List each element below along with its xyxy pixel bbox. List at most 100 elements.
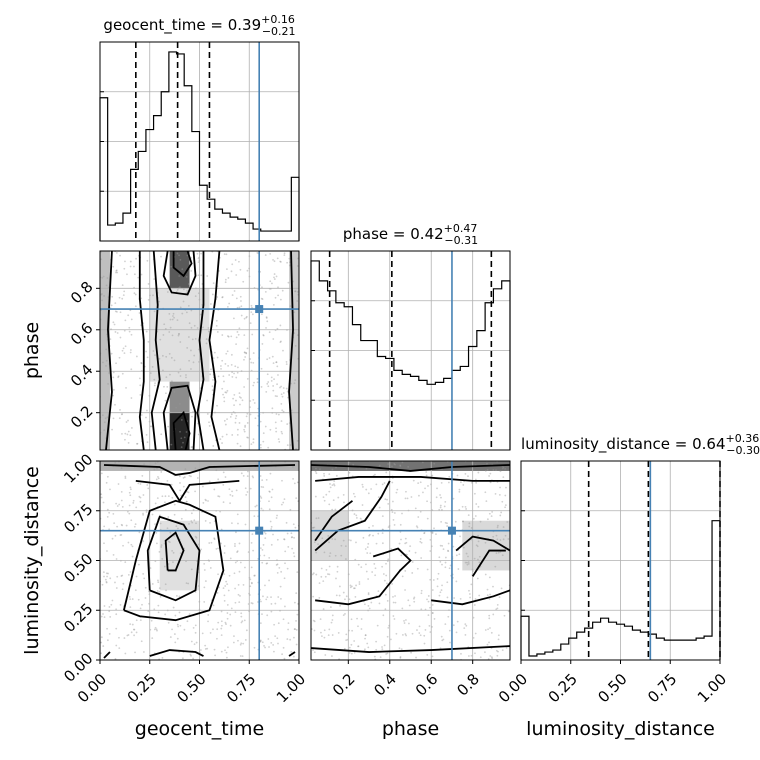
sample-point	[476, 577, 479, 580]
sample-point	[268, 331, 271, 334]
panel-content	[100, 251, 299, 450]
contour-line	[162, 251, 197, 296]
sample-point	[374, 567, 377, 570]
sample-point	[353, 587, 356, 590]
sample-point	[215, 324, 218, 327]
sample-point	[240, 615, 243, 618]
sample-point	[197, 543, 200, 546]
sample-point	[421, 461, 424, 464]
sample-point	[223, 400, 226, 403]
sample-point	[272, 533, 274, 536]
sample-point	[168, 312, 171, 315]
sample-point	[140, 414, 143, 416]
sample-point	[333, 484, 336, 487]
sample-point	[268, 490, 271, 493]
sample-point	[393, 524, 396, 526]
sample-point	[185, 500, 188, 503]
sample-point	[260, 600, 262, 603]
sample-point	[447, 542, 450, 545]
sample-point	[183, 476, 186, 479]
sample-point	[210, 541, 213, 544]
sample-point	[387, 463, 390, 465]
sample-point	[105, 284, 108, 287]
sample-point	[112, 417, 115, 420]
sample-point	[360, 628, 363, 630]
sample-point	[256, 252, 259, 254]
sample-point	[273, 276, 275, 279]
sample-point	[249, 585, 252, 588]
sample-point	[312, 619, 315, 622]
contour-line	[208, 251, 221, 450]
sample-point	[101, 583, 104, 586]
sample-point	[279, 261, 282, 263]
sample-point	[475, 503, 478, 505]
sample-point	[275, 413, 278, 415]
sample-point	[266, 358, 269, 361]
sample-point	[285, 387, 288, 390]
sample-point	[477, 505, 480, 508]
sample-point	[158, 587, 161, 590]
sample-point	[260, 497, 263, 499]
sample-point	[223, 396, 226, 399]
sample-point	[229, 557, 232, 560]
sample-point	[470, 583, 473, 586]
sample-point	[246, 269, 249, 272]
sample-point	[195, 536, 198, 539]
sample-point	[115, 251, 118, 254]
sample-point	[213, 538, 216, 541]
sample-point	[230, 353, 233, 356]
sample-point	[135, 355, 138, 358]
sample-point	[239, 643, 242, 646]
sample-point	[440, 589, 443, 591]
sample-point	[166, 527, 169, 530]
sample-point	[194, 467, 197, 470]
sample-point	[367, 542, 370, 545]
sample-point	[286, 532, 289, 535]
sample-point	[170, 483, 173, 486]
sample-point	[385, 562, 387, 565]
sample-point	[363, 603, 366, 606]
sample-point	[386, 635, 389, 638]
sample-point	[221, 334, 224, 336]
sample-point	[329, 552, 332, 555]
sample-point	[222, 483, 225, 486]
sample-point	[124, 438, 126, 441]
sample-point	[115, 644, 118, 647]
sample-point	[269, 280, 272, 283]
sample-point	[425, 471, 428, 473]
sample-point	[138, 495, 141, 498]
sample-point	[259, 639, 262, 642]
sample-point	[193, 643, 196, 646]
sample-point	[240, 642, 243, 645]
sample-point	[239, 655, 242, 657]
title-equals: =	[206, 16, 228, 34]
sample-point	[225, 623, 227, 625]
sample-point	[116, 311, 118, 313]
sample-point	[502, 466, 505, 469]
x-axis-label-geocent_time: geocent_time	[135, 718, 264, 740]
sample-point	[226, 389, 229, 392]
sample-point	[365, 570, 368, 573]
sample-point	[282, 392, 285, 394]
sample-point	[473, 557, 476, 560]
sample-point	[147, 298, 150, 301]
sample-point	[349, 586, 352, 589]
sample-point	[112, 388, 115, 391]
sample-point	[314, 495, 317, 498]
sample-point	[279, 386, 281, 389]
sample-point	[118, 296, 121, 299]
sample-point	[145, 433, 148, 436]
sample-point	[224, 278, 227, 281]
sample-point	[101, 299, 103, 302]
sample-point	[139, 500, 142, 503]
sample-point	[179, 482, 181, 484]
contour-line	[314, 500, 354, 542]
sample-point	[262, 544, 265, 546]
sample-point	[144, 586, 147, 589]
y-tick-label-luminosity_distance: 0.50	[60, 550, 96, 586]
sample-point	[423, 634, 426, 637]
sample-point	[212, 445, 215, 447]
sample-point	[336, 570, 339, 573]
sample-point	[172, 561, 174, 564]
sample-point	[233, 635, 235, 638]
